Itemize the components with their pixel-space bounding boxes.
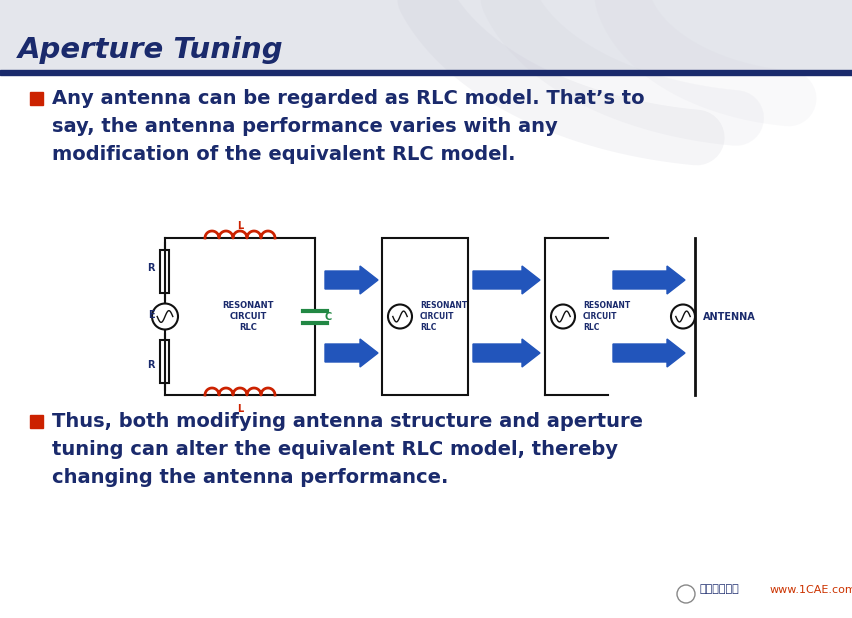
Polygon shape [325,339,377,367]
Polygon shape [613,339,684,367]
Text: E: E [147,310,154,320]
Text: L: L [237,221,243,231]
Text: RESONANT
CIRCUIT
RLC: RESONANT CIRCUIT RLC [419,301,467,332]
Bar [382,238,468,395]
Bar [160,341,170,383]
Polygon shape [473,339,539,367]
Text: RESONANT
CIRCUIT
RLC: RESONANT CIRCUIT RLC [222,301,273,332]
Bar [30,92,43,105]
Bar [160,250,170,293]
Polygon shape [325,266,377,294]
Text: RESONANT
CIRCUIT
RLC: RESONANT CIRCUIT RLC [582,301,630,332]
Bar [30,415,43,428]
Text: Aperture Tuning: Aperture Tuning [18,36,284,64]
Text: R: R [147,263,154,273]
Text: Thus, both modifying antenna structure and aperture
tuning can alter the equival: Thus, both modifying antenna structure a… [52,412,642,487]
Text: Any antenna can be regarded as RLC model. That’s to
say, the antenna performance: Any antenna can be regarded as RLC model… [52,89,644,164]
Text: C: C [325,311,332,321]
Text: www.1CAE.com: www.1CAE.com [769,585,852,595]
Text: ANTENNA: ANTENNA [702,311,755,321]
Bar [0,70,852,75]
Text: L: L [237,404,243,414]
Text: R: R [147,360,154,370]
Text: 射頻仿真在線: 射頻仿真在線 [699,584,739,594]
Polygon shape [613,266,684,294]
Bar [0,0,852,72]
Polygon shape [473,266,539,294]
